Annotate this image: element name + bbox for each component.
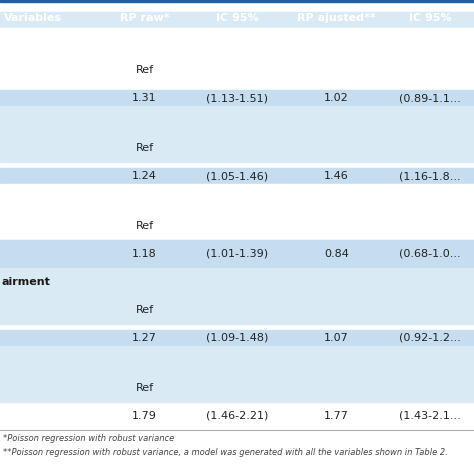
Text: **Poisson regression with robust variance, a model was generated with all the va: **Poisson regression with robust varianc…: [3, 448, 448, 457]
Text: 1.24: 1.24: [132, 171, 157, 181]
Text: Ref: Ref: [136, 65, 154, 75]
Bar: [0, 184, 474, 212]
Text: airment: airment: [2, 277, 51, 287]
Text: 1.46: 1.46: [324, 171, 349, 181]
Bar: [0, 346, 474, 374]
Text: Ref: Ref: [136, 143, 154, 153]
Bar: [0, 90, 474, 112]
Text: (1.16-1.8...: (1.16-1.8...: [399, 171, 461, 181]
Bar: [0, 0, 474, 2]
Text: 1.31: 1.31: [132, 93, 157, 103]
Text: Ref: Ref: [136, 305, 154, 315]
Text: (1.09-1.48): (1.09-1.48): [206, 333, 268, 343]
Text: (1.46-2.21): (1.46-2.21): [206, 411, 268, 421]
Text: (1.13-1.51): (1.13-1.51): [206, 93, 268, 103]
Bar: [0, 268, 474, 296]
Bar: [0, 28, 474, 56]
Text: 1.77: 1.77: [324, 411, 349, 421]
Text: 1.02: 1.02: [324, 93, 349, 103]
Bar: [0, 212, 474, 240]
Text: *Poisson regression with robust variance: *Poisson regression with robust variance: [3, 434, 174, 443]
Text: (1.05-1.46): (1.05-1.46): [206, 171, 268, 181]
Bar: [0, 56, 474, 84]
Text: (0.89-1.1...: (0.89-1.1...: [399, 93, 461, 103]
Text: (1.01-1.39): (1.01-1.39): [206, 249, 268, 259]
Bar: [0, 168, 474, 190]
Text: (0.68-1.0...: (0.68-1.0...: [399, 249, 461, 259]
Bar: [0, 330, 474, 352]
Text: 1.79: 1.79: [132, 411, 157, 421]
Text: RP ajusted**: RP ajusted**: [297, 13, 376, 23]
Text: 1.07: 1.07: [324, 333, 349, 343]
Text: IC 95%: IC 95%: [409, 13, 451, 23]
Bar: [0, 12, 474, 34]
Text: RP raw*: RP raw*: [120, 13, 169, 23]
Text: (1.43-2.1...: (1.43-2.1...: [399, 411, 461, 421]
Text: (0.92-1.2...: (0.92-1.2...: [399, 333, 461, 343]
Bar: [0, 106, 474, 134]
Bar: [0, 374, 474, 402]
Bar: [0, 134, 474, 162]
Text: Variables: Variables: [4, 13, 62, 23]
Text: Ref: Ref: [136, 221, 154, 231]
Bar: [0, 240, 474, 268]
Text: IC 95%: IC 95%: [216, 13, 258, 23]
Text: 1.27: 1.27: [132, 333, 157, 343]
Bar: [0, 296, 474, 324]
Text: Ref: Ref: [136, 383, 154, 393]
Text: 1.18: 1.18: [132, 249, 157, 259]
Text: 0.84: 0.84: [324, 249, 349, 259]
